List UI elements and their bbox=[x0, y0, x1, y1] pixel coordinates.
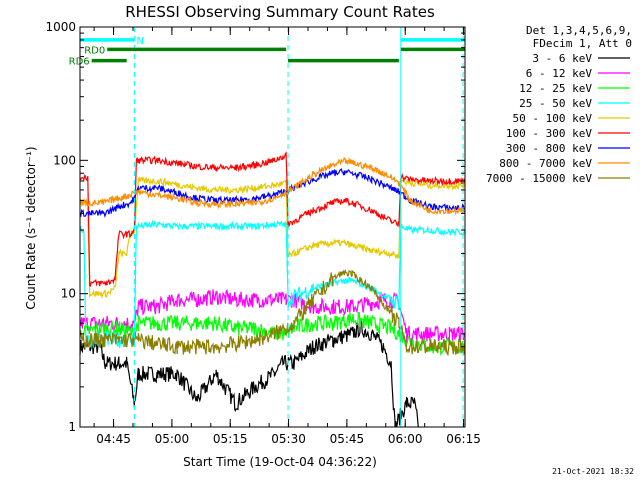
legend: Det 1,3,4,5,6,9,FDecim 1, Att 0 3 - 6 keV… bbox=[486, 24, 632, 185]
y-axis-title: Count Rate (s⁻¹ detector⁻¹) bbox=[24, 146, 38, 309]
legend-entry-0: 3 - 6 keV bbox=[532, 52, 592, 65]
x-tick-label-2: 05:15 bbox=[213, 432, 248, 446]
x-axis-title: Start Time (19-Oct-04 04:36:22) bbox=[183, 455, 377, 469]
y-tick-label-0: 1 bbox=[68, 420, 76, 434]
x-tick-label-4: 05:45 bbox=[330, 432, 365, 446]
series-line-7 bbox=[79, 156, 466, 216]
legend-entry-8: 7000 - 15000 keV bbox=[486, 172, 592, 185]
y-tick-label-2: 100 bbox=[53, 153, 76, 167]
legend-header-0: Det 1,3,4,5,6,9, bbox=[526, 24, 632, 37]
x-tick-label-1: 05:00 bbox=[155, 432, 190, 446]
legend-entry-7: 800 - 7000 keV bbox=[499, 157, 592, 170]
series-line-1 bbox=[79, 288, 466, 343]
legend-entry-1: 6 - 12 keV bbox=[526, 67, 593, 80]
legend-header-1: FDecim 1, Att 0 bbox=[533, 37, 632, 50]
legend-entry-6: 300 - 800 keV bbox=[506, 142, 592, 155]
series-line-4 bbox=[79, 175, 466, 300]
chart-title: RHESSI Observing Summary Count Rates bbox=[125, 3, 435, 21]
axes: 1 10 100 1000 04:45 05:00 05:15 05:30 05:45 06:00… bbox=[45, 20, 480, 446]
attenuator-label-0: N bbox=[136, 36, 143, 47]
render-timestamp: 21-Oct-2021 18:32 bbox=[552, 467, 634, 476]
series-line-6 bbox=[80, 167, 466, 218]
y-tick-label-3: 1000 bbox=[45, 20, 76, 34]
decimation-label-0: RD0 bbox=[84, 45, 105, 56]
decimation-label-1: RD6 bbox=[69, 57, 90, 68]
series-line-5 bbox=[79, 151, 466, 287]
plot-frame bbox=[79, 26, 466, 428]
legend-entry-5: 100 - 300 keV bbox=[506, 127, 592, 140]
y-tick-label-1: 10 bbox=[61, 287, 76, 301]
legend-entry-3: 25 - 50 keV bbox=[519, 97, 592, 110]
x-tick-label-6: 06:15 bbox=[446, 432, 481, 446]
x-tick-label-3: 05:30 bbox=[271, 432, 306, 446]
legend-entry-2: 12 - 25 keV bbox=[519, 82, 592, 95]
legend-entry-4: 50 - 100 keV bbox=[513, 112, 593, 125]
x-tick-label-0: 04:45 bbox=[96, 432, 131, 446]
x-tick-label-5: 06:00 bbox=[388, 432, 423, 446]
series-line-0 bbox=[79, 320, 419, 428]
series-line-2 bbox=[79, 312, 466, 357]
